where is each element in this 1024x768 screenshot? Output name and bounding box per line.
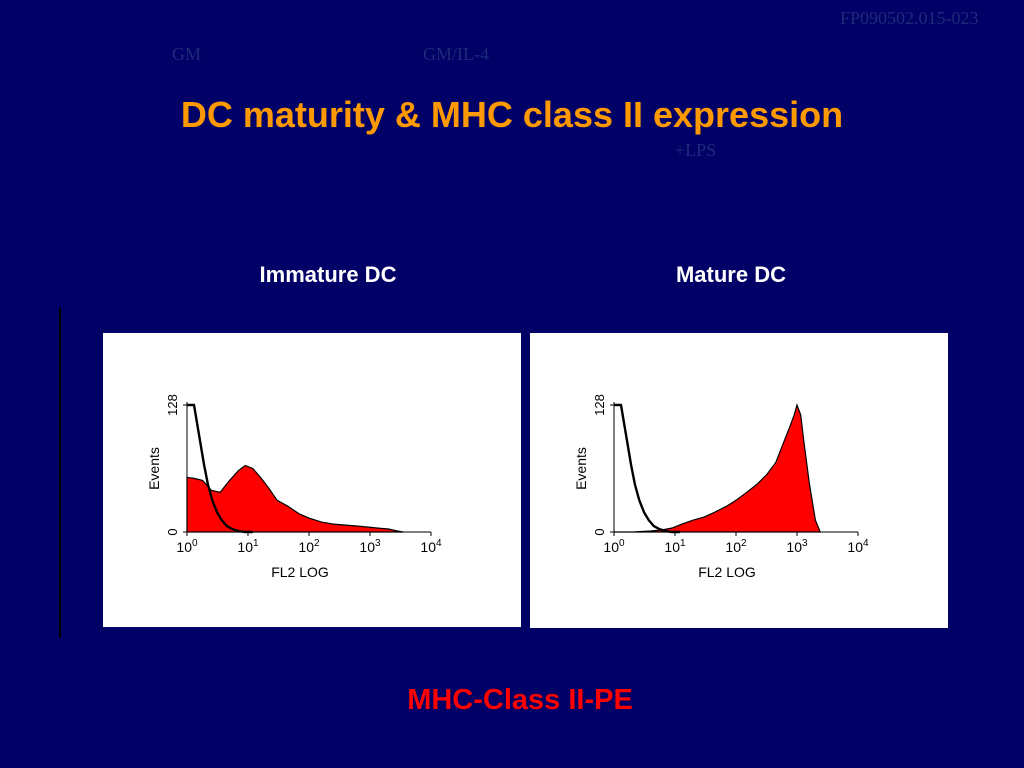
reference-code: FP090502.015-023 <box>840 8 979 28</box>
divider-line <box>59 308 61 638</box>
y-tick-label: 128 <box>592 394 607 416</box>
x-tick-label: 100 <box>603 538 625 555</box>
histogram-mature-dc: 0 128 Events 100 101 102 103 104 FL2 LOG <box>530 333 948 628</box>
x-tick-label: 100 <box>176 538 198 555</box>
x-tick-label: 101 <box>237 538 259 555</box>
histogram-svg-mature: 0 128 Events 100 101 102 103 104 FL2 LOG <box>573 394 869 580</box>
x-tick-label: 102 <box>298 538 320 555</box>
panel-title-mature: Mature DC <box>675 262 786 287</box>
x-tick-label: 103 <box>786 538 808 555</box>
x-tick-label: 104 <box>847 538 869 555</box>
stained-histogram-area <box>186 464 404 533</box>
y-tick-label: 0 <box>592 528 607 535</box>
histogram-immature-dc: 0 128 Events 100 101 102 103 104 FL2 LOG <box>103 333 521 627</box>
axis-stain-label: MHC-Class II-PE <box>407 684 633 716</box>
x-tick-label: 103 <box>359 538 381 555</box>
ghost-label-gm-il4: GM/IL-4 <box>423 44 489 64</box>
x-tick-label: 104 <box>420 538 442 555</box>
y-axis-title: Events <box>573 447 589 490</box>
x-tick-label: 102 <box>725 538 747 555</box>
panel-title-immature: Immature DC <box>259 262 397 287</box>
ghost-label-gm: GM <box>172 44 202 64</box>
stained-histogram-area <box>614 403 822 533</box>
x-tick-label: 101 <box>664 538 686 555</box>
ghost-label-lps: +LPS <box>675 140 717 160</box>
y-axis-title: Events <box>146 447 162 490</box>
histogram-svg-immature: 0 128 Events 100 101 102 103 104 FL2 LOG <box>146 394 442 580</box>
control-histogram-line <box>187 403 253 534</box>
y-tick-label: 0 <box>165 528 180 535</box>
control-histogram-line <box>614 403 680 534</box>
x-axis-title: FL2 LOG <box>271 564 329 580</box>
x-axis-title: FL2 LOG <box>698 564 756 580</box>
slide-title: DC maturity & MHC class II expression <box>180 94 844 135</box>
y-tick-label: 128 <box>165 394 180 416</box>
